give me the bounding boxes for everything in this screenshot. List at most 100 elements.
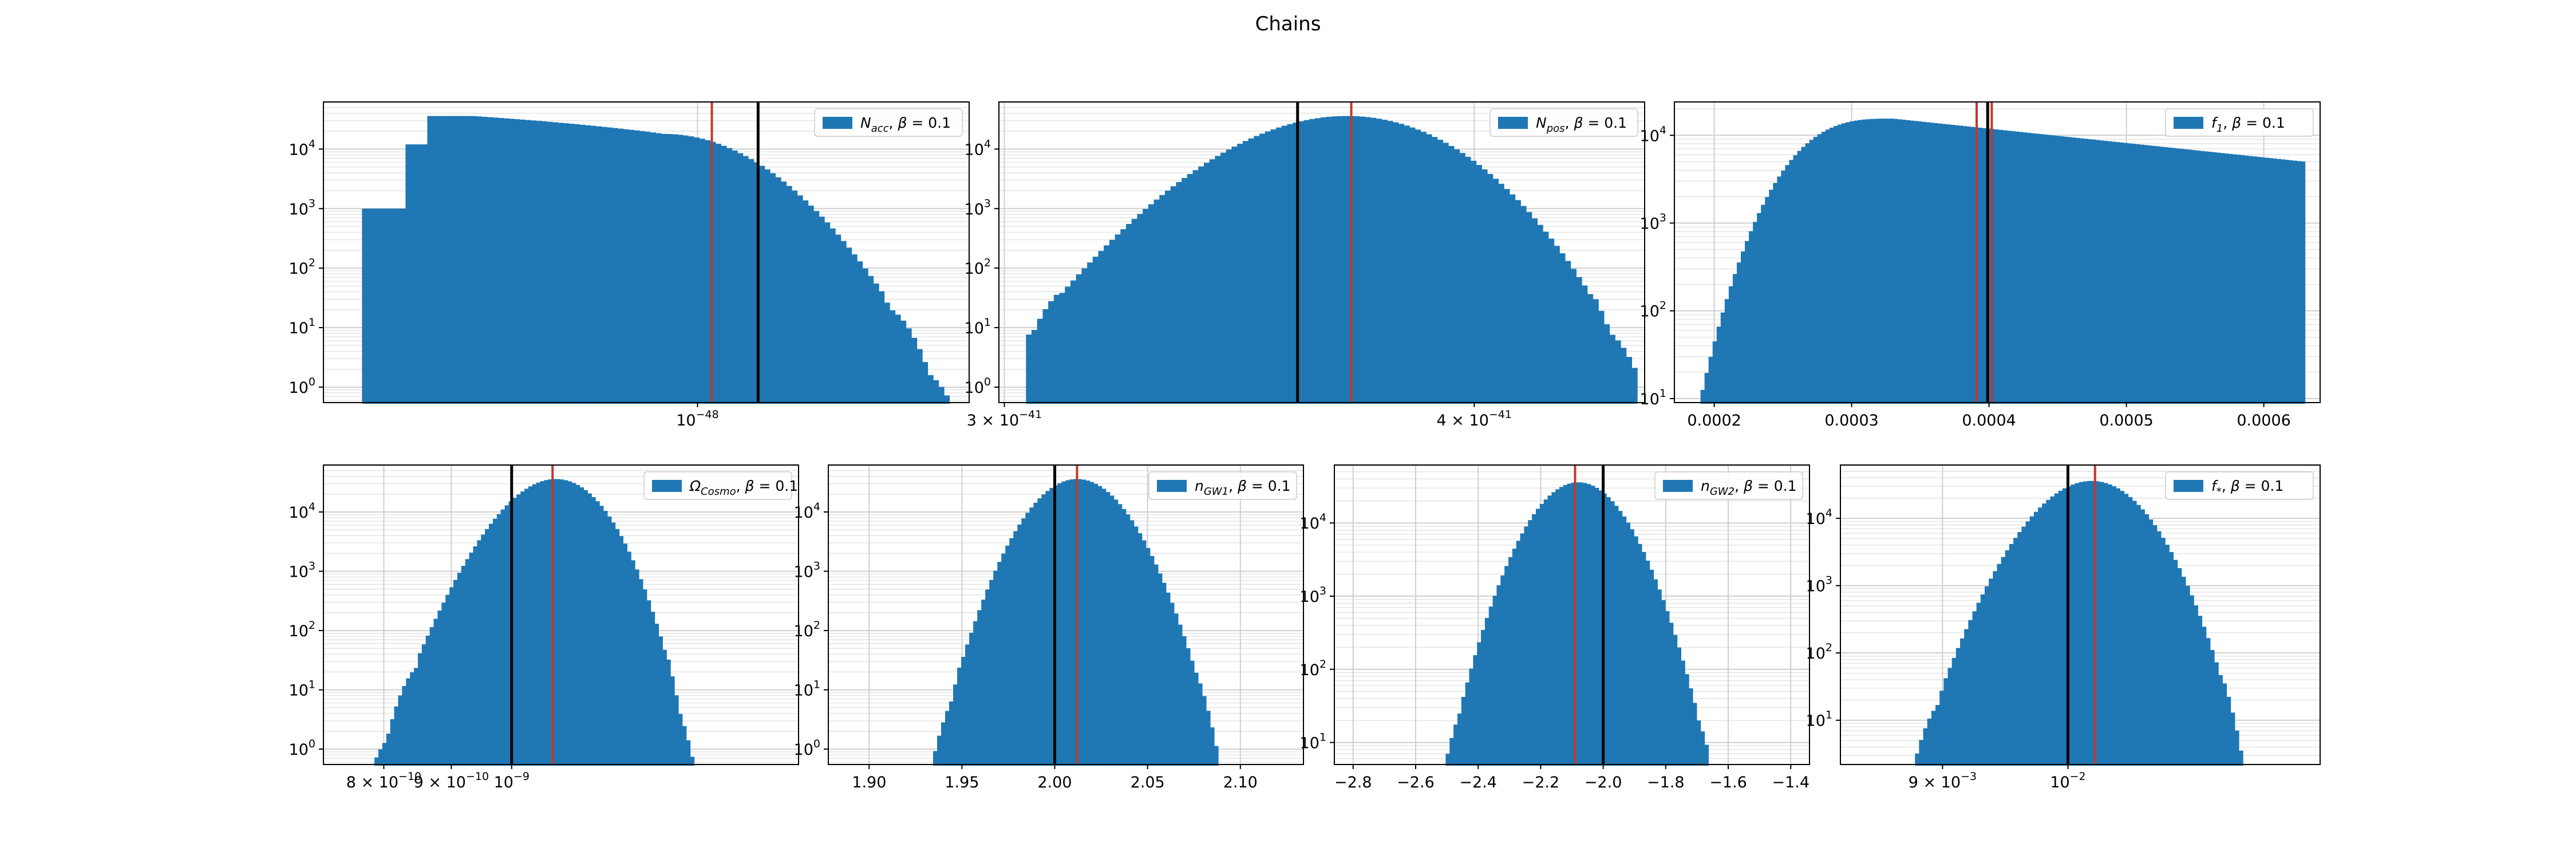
histogram-bar [1265,131,1271,404]
histogram-bar [1481,169,1488,404]
histogram-bar [384,208,390,404]
histogram-bar [1470,160,1477,404]
histogram-bar [2228,153,2233,404]
histogram-bar [1431,137,1438,404]
histogram-bar [957,667,962,766]
histogram-bar [1829,127,1834,404]
histogram-bar [1365,117,1371,404]
histogram-bar [2245,155,2249,404]
histogram-bar [1420,132,1427,404]
histogram-bar [1516,541,1521,766]
histogram-bar [1631,368,1638,404]
histogram-bar [2107,141,2112,404]
histogram-bar [378,208,384,404]
histogram-bar [1797,151,1802,404]
histogram-bar [1520,206,1527,404]
histogram-bar [1426,134,1432,404]
histogram-bar [1805,143,1810,404]
histogram-bar [1242,141,1249,404]
x-tick-label: 2.05 [1131,774,1165,791]
histogram-bar [1978,128,1983,404]
histogram-bar [2152,145,2156,404]
histogram-bar [2232,154,2237,404]
histogram-bar [1481,629,1485,766]
histogram-bar [1073,479,1078,766]
histogram-bar [402,685,406,766]
histogram-bar [985,589,990,766]
histogram-bar [973,621,978,766]
histogram-bar [937,735,942,766]
histogram-bar [1120,229,1127,404]
histogram-bar [1026,334,1032,404]
histogram-bar [2202,626,2207,766]
histogram-bar [1237,144,1243,404]
histogram-bar [1966,126,1971,404]
y-tick-label: 104 [1300,511,1326,533]
histogram-bar [1443,143,1449,404]
histogram-bar [1198,166,1204,404]
histogram-bar [1753,222,1757,404]
histogram-bar [469,552,474,766]
histogram-bar [682,135,689,404]
histogram-bar [890,310,896,404]
histogram-bar [457,573,462,766]
histogram-bar [487,117,493,404]
histogram-bar [1492,596,1498,766]
histogram-bar [895,314,901,404]
legend: Npos, β = 0.1 [1490,108,1638,137]
histogram-bar [1059,293,1065,404]
histogram-bar [1606,497,1611,766]
histogram-bar [2265,157,2269,404]
histogram-bar [1437,140,1443,404]
histogram-bar [941,722,946,766]
histogram-bar [1598,490,1603,766]
histogram-bar [1109,495,1115,766]
y-tick-label: 102 [1806,641,1832,663]
histogram-bar [840,241,847,404]
histogram-bar [674,695,679,766]
legend-box [814,108,963,137]
histogram-bar [2087,139,2092,404]
histogram-bar [2273,158,2277,404]
histogram-bar [524,488,529,766]
histogram-bar [2030,133,2036,404]
histogram-bar [595,501,600,766]
histogram-bar [2176,148,2180,404]
histogram-bar [1620,348,1627,404]
histogram-bar [1342,116,1349,404]
histogram-bar [1673,635,1678,766]
x-tick-label: −2.2 [1522,774,1560,791]
histogram-bar [1182,178,1188,404]
histogram-bar [933,751,938,766]
histogram-bar [1980,594,1985,766]
histogram-bar [1457,714,1462,766]
legend-box [1654,471,1803,500]
histogram-bar [2010,131,2016,404]
histogram-bar [2253,156,2257,404]
legend-box [2165,108,2314,137]
histogram-bar [699,139,705,404]
histogram-bar [544,480,549,766]
histogram-bar [2013,538,2018,766]
histogram-bar [1133,526,1139,766]
histogram-bar [781,181,787,404]
histogram-bar [489,523,493,766]
histogram-bar [1962,126,1967,404]
histogram-bar [1206,711,1211,766]
histogram-bar [1993,571,1998,766]
histogram-bar [1866,119,1870,404]
histogram-bar [519,119,526,404]
y-tick-label: 102 [289,619,315,640]
histogram-bar [571,483,576,766]
histogram-bar [1757,213,1761,404]
histogram-bar [922,362,929,404]
histogram-bar [1946,124,1951,404]
histogram-bar [1789,160,1794,404]
histogram-bar [497,117,504,404]
histogram-bar [1069,479,1074,766]
histogram-bar [574,124,580,404]
histogram-bar [2042,503,2047,766]
histogram-bar [645,132,651,404]
histogram-bar [900,320,907,404]
x-tick-label: 0.0003 [1824,412,1878,430]
